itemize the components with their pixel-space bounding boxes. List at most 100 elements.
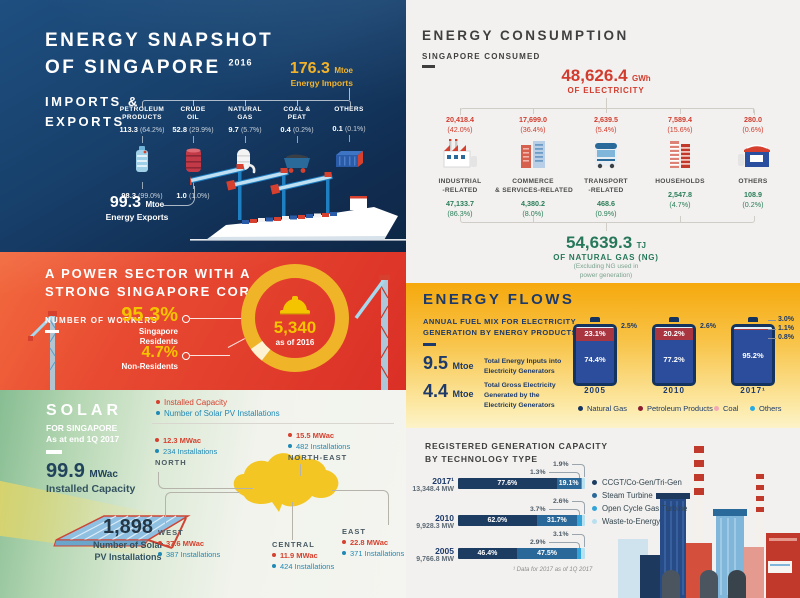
region-mwac: 37.6 MWac xyxy=(158,539,220,550)
leader-line xyxy=(549,472,580,478)
fuel-mix-barrel-2010 xyxy=(652,324,696,386)
mediumblue-dot-icon xyxy=(592,506,597,511)
petroleum-canister-icon xyxy=(136,145,148,172)
segment-wte xyxy=(581,515,585,526)
bracket-tick xyxy=(533,216,534,222)
region-west: WEST 37.6 MWac 387 Installations xyxy=(158,528,220,561)
singapore-map xyxy=(233,453,339,512)
region-name: WEST xyxy=(158,528,184,537)
legend-installations: Number of Solar PV Installations xyxy=(156,409,280,418)
hard-hat-icon xyxy=(280,296,310,315)
solar-panel-icon xyxy=(53,515,191,549)
barrel-cap xyxy=(590,317,600,322)
crane-icon xyxy=(28,311,57,390)
bracket-tick xyxy=(245,100,246,106)
coal-callout: 1.1% xyxy=(778,325,794,332)
others-callout: 3.0% xyxy=(778,316,794,323)
coal-cart-icon xyxy=(284,154,310,173)
sector-others: 280.0 (0.6%) OTHERS 108.9 (0.2%) xyxy=(715,108,791,210)
inputs-unit: Mtoe xyxy=(452,361,474,371)
imports-value: 176.3 xyxy=(289,60,330,77)
region-installations: 482 Installations xyxy=(288,442,350,453)
sector-commerce: 17,699.0 (36.4%) COMMERCE & SERVICES-RELAT… xyxy=(495,108,573,219)
fuel-mix-barrel-2005 xyxy=(573,324,617,386)
capacity-value: 99.9 xyxy=(46,460,85,482)
generated-value: 4.4 xyxy=(423,381,449,401)
callout-dot xyxy=(182,352,190,360)
bracket-tick xyxy=(193,100,194,106)
lightblue-dot-icon xyxy=(750,406,755,411)
capacity-bar-2010: 62.0% 31.7% xyxy=(458,515,585,526)
segment-ocgt xyxy=(577,548,581,559)
bracket-tick xyxy=(680,216,681,222)
legend-ocgt: Open Cycle Gas Turbine xyxy=(592,504,687,513)
bus-icon xyxy=(595,143,617,169)
exports-value: 99.3 xyxy=(109,194,141,211)
fuel-mix-barrel-2017 xyxy=(731,324,775,386)
power-plant-illustration xyxy=(618,443,800,598)
city-buildings-icon xyxy=(521,141,545,169)
leader-line xyxy=(549,542,580,548)
container-ship-illustration xyxy=(190,164,406,241)
legend-petroleum: Petroleum Products xyxy=(638,404,713,413)
nonresidents-stat: 4.7% Non-Residents xyxy=(60,344,178,372)
legend-divider xyxy=(152,423,394,424)
natural-gas-total: 54,639.3 TJ OF NATURAL GAS (NG) (Excludi… xyxy=(506,233,706,280)
residents-stat: 95.3% Singapore Residents xyxy=(60,304,178,348)
imports-unit: Mtoe xyxy=(334,66,353,75)
legend-wte: Waste-to-Energy xyxy=(592,517,660,526)
wte-callout: 3.1% xyxy=(553,531,569,538)
tick xyxy=(141,181,143,189)
page-title: ENERGY SNAPSHOT OF SINGAPORE 2016 xyxy=(45,28,273,81)
row-label-2010: 2010 9,928.3 MW xyxy=(416,513,454,530)
apartment-towers-icon xyxy=(670,141,690,169)
ocgt-callout: 1.3% xyxy=(530,469,546,476)
energy-imports-total: 176.3 Mtoe Energy Imports xyxy=(240,60,353,88)
workers-title: A POWER SECTOR WITH A STRONG SINGAPORE C… xyxy=(45,266,262,299)
installations-value: 1,898 xyxy=(102,516,154,538)
region-name: NORTH xyxy=(155,457,187,467)
barrel-cap xyxy=(748,317,758,322)
segment-steam: 19.1% xyxy=(556,478,581,489)
panel-energy-consumption: ENERGY CONSUMPTION SINGAPORE CONSUMED 48… xyxy=(406,0,800,283)
residents-pct: 95.3% xyxy=(121,304,178,326)
connector-line-northeast xyxy=(300,464,301,476)
region-northeast: 15.5 MWac 482 Installations NORTH-EAST xyxy=(288,431,350,464)
gas-unit: TJ xyxy=(636,241,646,250)
electricity-total: 48,626.4 GWh OF ELECTRICITY xyxy=(526,66,686,95)
region-mwac: 22.8 MWac xyxy=(342,538,404,549)
import-col-petroleum: PETROLEUM PRODUCTS 113.3 (64.2%) 98.3 (9… xyxy=(119,106,165,200)
bracket-tick xyxy=(533,108,534,114)
region-east: EAST 22.8 MWac 371 Installations xyxy=(342,527,404,560)
segment-petroleum xyxy=(655,328,693,340)
capacity-label: Installed Capacity xyxy=(46,483,136,495)
wte-callout: 1.9% xyxy=(553,461,569,468)
electricity-unit: GWh xyxy=(631,74,651,83)
donut-ring xyxy=(241,264,349,372)
others-callout: 2.6% xyxy=(700,323,716,330)
consumption-subtitle: SINGAPORE CONSUMED xyxy=(422,52,541,61)
electricity-label: OF ELECTRICITY xyxy=(567,86,645,95)
solar-subtitle: FOR SINGAPORE As at end 1Q 2017 xyxy=(46,423,120,445)
flows-title: ENERGY FLOWS xyxy=(423,291,575,308)
nonresidents-pct: 4.7% xyxy=(141,344,178,361)
leader-line xyxy=(768,329,776,330)
segment-ocgt xyxy=(576,515,582,526)
region-mwac: 12.3 MWac xyxy=(155,436,217,447)
leader-line xyxy=(768,320,776,321)
panel-solar: SOLAR FOR SINGAPORE As at end 1Q 2017 99… xyxy=(0,390,406,598)
flows-subtitle: ANNUAL FUEL MIX FOR ELECTRICITY GENERATI… xyxy=(423,317,578,337)
inputs-desc: Total Energy Inputs into Electricity Gen… xyxy=(484,358,562,375)
segment-natural-gas xyxy=(734,329,772,383)
region-name: NORTH-EAST xyxy=(288,452,348,462)
tick xyxy=(296,135,298,143)
import-col-coal-peat: COAL & PEAT 0.4 (0.2%) xyxy=(268,106,326,180)
import-col-crude-oil: CRUDE OIL 52.8 (29.9%) 1.0 (1.0%) xyxy=(172,106,214,200)
bracket-tick xyxy=(297,100,298,106)
crane-icon xyxy=(354,275,390,390)
tree-bracket-top xyxy=(460,108,755,115)
region-central: CENTRAL 11.9 MWac 424 Installations xyxy=(272,540,334,573)
exports-connector-line xyxy=(163,186,195,206)
gas-value: 54,639.3 xyxy=(566,233,633,252)
